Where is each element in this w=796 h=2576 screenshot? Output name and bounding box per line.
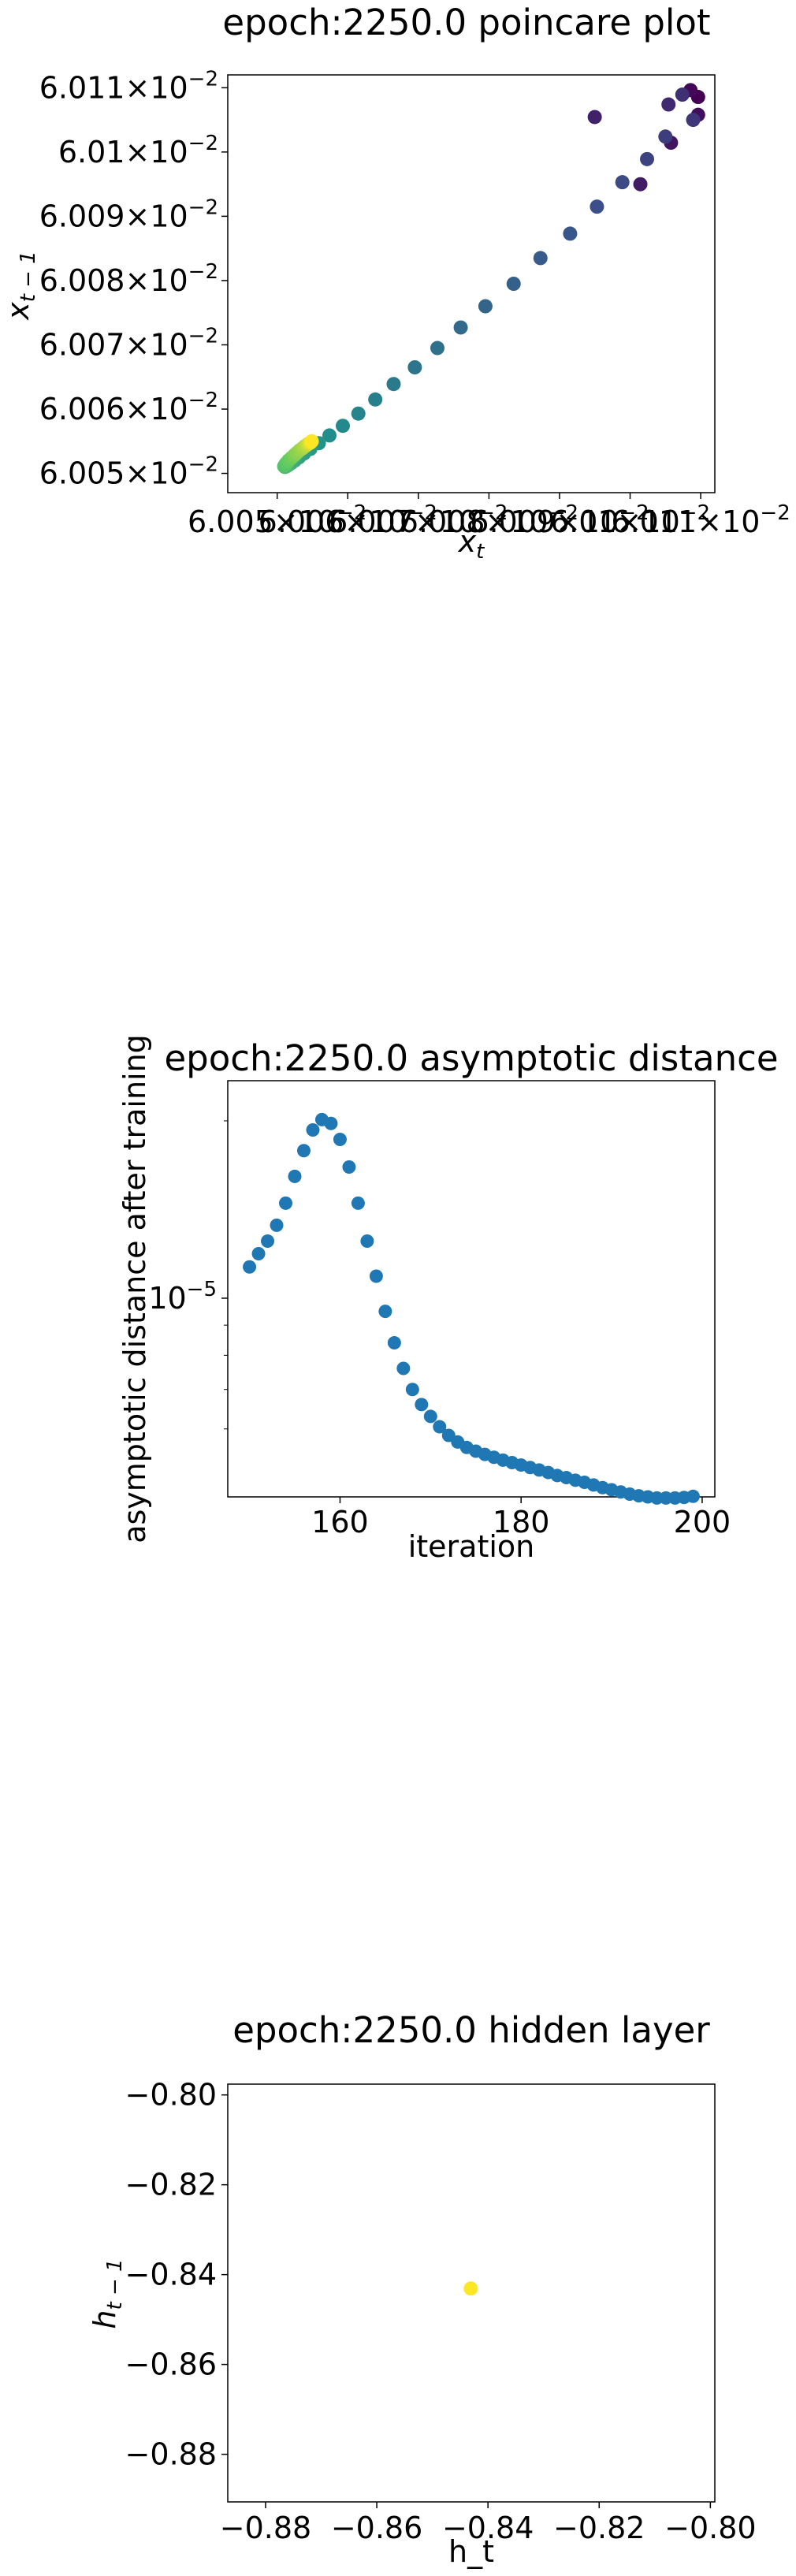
asymptotic-point bbox=[686, 1489, 700, 1503]
asymptotic-point bbox=[369, 1269, 383, 1283]
asymptotic-point bbox=[288, 1169, 302, 1183]
asymptotic-y-ticks: 10−5 bbox=[148, 1120, 228, 1430]
poincare-plot-frame bbox=[227, 74, 716, 493]
asymptotic-point bbox=[251, 1246, 266, 1260]
asymptotic-point bbox=[360, 1234, 374, 1249]
hidden-layer-points bbox=[463, 2281, 478, 2296]
hidden-layer-x-tick-label: −0.82 bbox=[553, 2511, 645, 2545]
asymptotic-point bbox=[387, 1336, 401, 1350]
poincare-point bbox=[675, 87, 690, 102]
poincare-point bbox=[633, 177, 648, 192]
poincare-point bbox=[533, 251, 548, 266]
asymptotic-point bbox=[324, 1116, 338, 1130]
asymptotic-title: epoch:2250.0 asymptotic distance bbox=[164, 1037, 778, 1079]
poincare-x-tick-label: 6.011×10−2 bbox=[611, 501, 790, 539]
asymptotic-point bbox=[396, 1361, 411, 1375]
asymptotic-y-tick-label: 10−5 bbox=[148, 1278, 217, 1316]
poincare-y-tick-label: 6.011×10−2 bbox=[39, 67, 218, 105]
poincare-x-ticks: 6.005×10−26.006×10−26.007×10−26.008×10−2… bbox=[188, 493, 790, 539]
asymptotic-point bbox=[243, 1260, 257, 1274]
poincare-point bbox=[661, 97, 676, 112]
poincare-point bbox=[304, 434, 319, 449]
asymptotic-point bbox=[270, 1218, 284, 1232]
hidden-layer-y-tick-label: −0.86 bbox=[125, 2347, 217, 2382]
poincare-point bbox=[478, 299, 493, 314]
asymptotic-point bbox=[333, 1133, 347, 1147]
poincare-point bbox=[658, 129, 673, 144]
asymptotic-point bbox=[405, 1383, 419, 1397]
hidden-layer-title: epoch:2250.0 hidden layer bbox=[232, 2009, 710, 2051]
hidden-layer-panel: epoch:2250.0 hidden layer −0.88−0.86−0.8… bbox=[87, 2009, 757, 2569]
asymptotic-point bbox=[423, 1409, 437, 1424]
asymptotic-y-label: asymptotic distance after training bbox=[117, 1034, 152, 1543]
asymptotic-point bbox=[306, 1123, 320, 1137]
poincare-point bbox=[587, 110, 602, 125]
poincare-panel: epoch:2250.0 poincare plot 6.005×10−2 6.0… bbox=[1, 2, 790, 564]
poincare-point bbox=[407, 360, 422, 374]
asymptotic-panel: epoch:2250.0 asymptotic distance 10−5 16… bbox=[117, 1034, 779, 1564]
asymptotic-plot-frame bbox=[227, 1080, 716, 1498]
poincare-point bbox=[615, 175, 630, 190]
poincare-point bbox=[590, 199, 604, 214]
asymptotic-point bbox=[415, 1398, 429, 1412]
hidden-layer-x-label: h_t bbox=[448, 2534, 494, 2569]
asymptotic-point bbox=[296, 1144, 311, 1158]
asymptotic-point bbox=[351, 1196, 365, 1210]
poincare-point bbox=[686, 113, 701, 128]
hidden-layer-y-tick-label: −0.84 bbox=[125, 2258, 217, 2292]
hidden-layer-y-tick-label: −0.82 bbox=[125, 2168, 217, 2202]
hidden-layer-point bbox=[463, 2281, 478, 2296]
hidden-layer-x-tick-label: −0.84 bbox=[442, 2511, 534, 2545]
poincare-point bbox=[322, 428, 337, 443]
asymptotic-point bbox=[261, 1234, 275, 1249]
poincare-point bbox=[386, 377, 401, 392]
poincare-point bbox=[563, 226, 578, 241]
hidden-layer-x-ticks: −0.88 −0.86 −0.84 −0.82 −0.80 bbox=[220, 2502, 757, 2545]
poincare-points bbox=[277, 83, 705, 475]
hidden-layer-x-tick-label: −0.80 bbox=[664, 2511, 756, 2545]
asymptotic-point bbox=[342, 1160, 356, 1174]
poincare-point bbox=[453, 320, 468, 335]
poincare-point bbox=[368, 392, 383, 407]
poincare-point bbox=[430, 341, 445, 356]
poincare-title: epoch:2250.0 poincare plot bbox=[222, 2, 710, 43]
hidden-layer-y-tick-label: −0.80 bbox=[125, 2078, 217, 2113]
asymptotic-x-ticks: 160 180 200 bbox=[311, 1497, 731, 1539]
asymptotic-x-tick-label: 180 bbox=[493, 1505, 550, 1539]
hidden-layer-plot-frame bbox=[227, 2083, 716, 2503]
asymptotic-x-tick-label: 200 bbox=[674, 1505, 731, 1539]
hidden-layer-y-label: ht − 1 bbox=[87, 2258, 127, 2328]
poincare-y-tick-label: 6.006×10−2 bbox=[39, 389, 218, 426]
poincare-point bbox=[506, 277, 521, 291]
hidden-layer-x-tick-label: −0.88 bbox=[220, 2511, 311, 2545]
poincare-y-tick-label: 6.005×10−2 bbox=[39, 453, 218, 491]
poincare-y-tick-label: 6.007×10−2 bbox=[39, 324, 218, 362]
asymptotic-points bbox=[243, 1112, 700, 1505]
poincare-y-tick-label: 6.01×10−2 bbox=[58, 132, 218, 169]
poincare-y-tick-label: 6.008×10−2 bbox=[39, 260, 218, 298]
hidden-layer-x-tick-label: −0.86 bbox=[331, 2511, 422, 2545]
poincare-point bbox=[351, 406, 366, 421]
asymptotic-point bbox=[279, 1196, 293, 1210]
poincare-y-ticks: 6.005×10−2 6.006×10−2 6.007×10−2 6.008×10−2… bbox=[39, 67, 228, 491]
poincare-point bbox=[335, 419, 350, 434]
asymptotic-x-label: iteration bbox=[408, 1529, 535, 1564]
asymptotic-point bbox=[433, 1420, 447, 1434]
asymptotic-x-tick-label: 160 bbox=[311, 1505, 369, 1539]
poincare-y-label: xt − 1 bbox=[1, 251, 40, 321]
poincare-y-tick-label: 6.009×10−2 bbox=[39, 195, 218, 233]
hidden-layer-y-tick-label: −0.88 bbox=[125, 2437, 217, 2472]
asymptotic-point bbox=[378, 1305, 392, 1319]
hidden-layer-y-ticks: −0.88 −0.86 −0.84 −0.82 −0.80 bbox=[125, 2078, 228, 2472]
poincare-point bbox=[640, 151, 655, 166]
